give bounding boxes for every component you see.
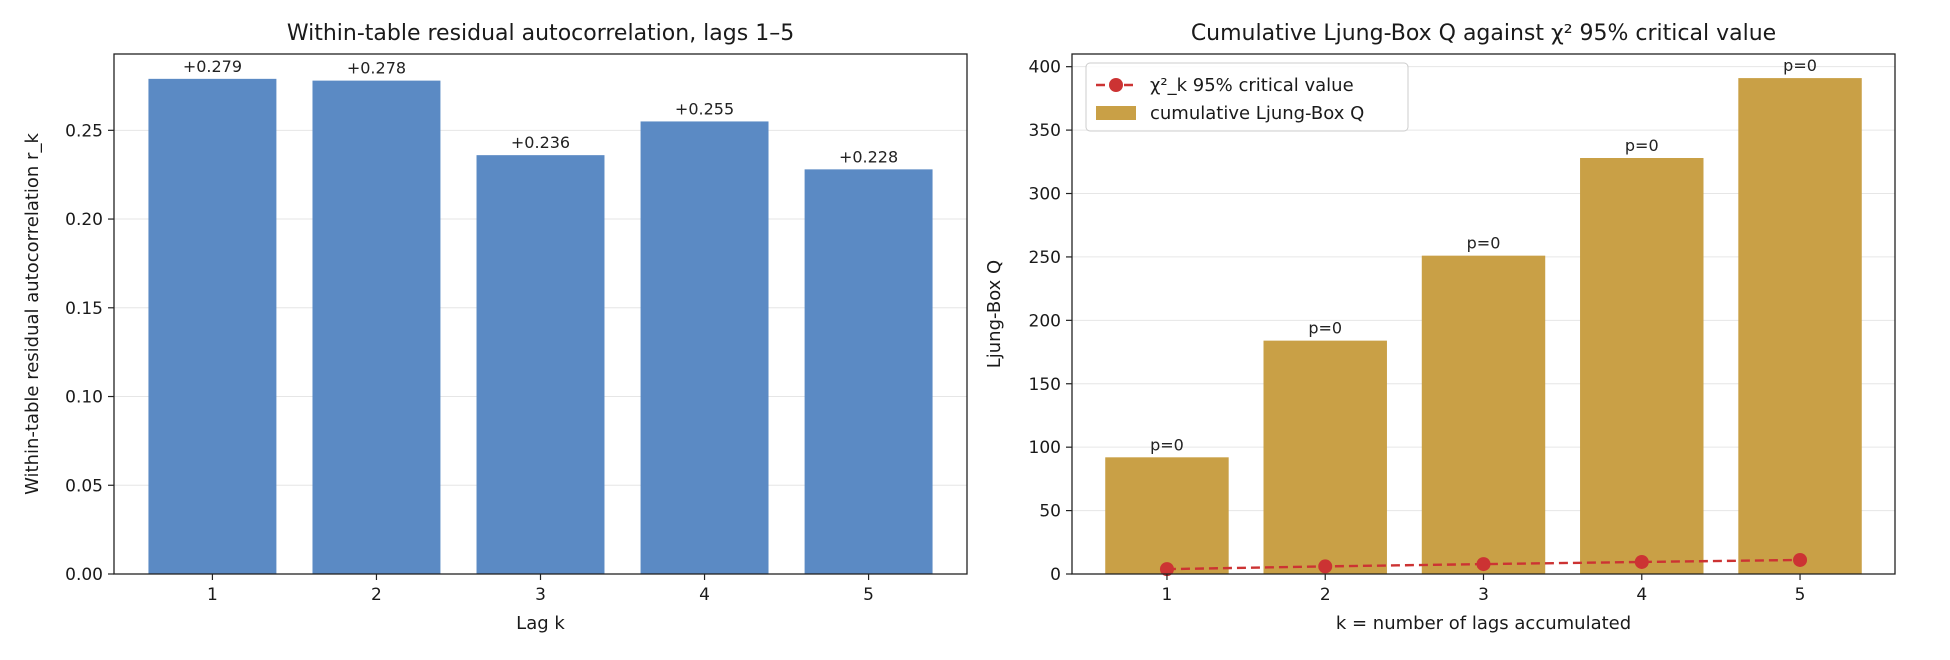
y-tick-label: 400 xyxy=(1029,58,1061,78)
chart-title: Cumulative Ljung-Box Q against χ² 95% cr… xyxy=(1191,21,1776,46)
bar-1 xyxy=(148,78,277,575)
y-tick-label: 200 xyxy=(1029,311,1061,331)
legend-label-ljung-box-q: cumulative Ljung-Box Q xyxy=(1150,103,1364,124)
bar-2 xyxy=(1263,340,1387,574)
critical-value-point-5 xyxy=(1793,552,1808,567)
x-axis-label: k = number of lags accumulated xyxy=(1336,613,1631,634)
y-tick-label: 0.25 xyxy=(65,121,103,141)
critical-value-point-2 xyxy=(1318,559,1333,574)
x-tick-label: 2 xyxy=(371,585,382,605)
y-tick-label: 0.20 xyxy=(65,210,103,230)
y-tick-label: 100 xyxy=(1029,438,1061,458)
x-tick-label: 4 xyxy=(699,585,710,605)
data-label: +0.279 xyxy=(183,57,242,76)
x-tick-label: 1 xyxy=(1162,585,1173,605)
bar-5 xyxy=(804,169,933,574)
x-tick-label: 2 xyxy=(1320,585,1331,605)
data-label: +0.228 xyxy=(839,147,898,166)
legend-box xyxy=(1085,62,1409,132)
x-tick-label: 3 xyxy=(1478,585,1489,605)
y-tick-label: 0.10 xyxy=(65,388,103,408)
x-tick-label: 4 xyxy=(1636,585,1647,605)
critical-value-point-1 xyxy=(1159,562,1174,577)
x-tick-label: 3 xyxy=(535,585,546,605)
bar-3 xyxy=(1421,255,1546,574)
data-label: p=0 xyxy=(1467,234,1501,253)
y-tick-label: 50 xyxy=(1039,502,1061,522)
chart-title: Within-table residual autocorrelation, l… xyxy=(287,21,794,46)
bar-2 xyxy=(312,80,441,575)
critical-value-point-4 xyxy=(1634,554,1649,569)
x-tick-label: 1 xyxy=(207,585,218,605)
chart-right-ljung-box: p=0 p=0 p=0 p=0 p=0 0 50 100 150 200 250 300 350 400 1… xyxy=(984,21,1896,634)
legend: χ²_k 95% critical value cumulative Ljung-… xyxy=(1085,62,1409,132)
chart-left-autocorrelation: +0.279 +0.278 +0.236 +0.255 +0.228 0.00 0.05 0.… xyxy=(22,21,968,634)
x-tick-label: 5 xyxy=(1795,585,1806,605)
y-tick-label: 0.00 xyxy=(65,565,103,585)
y-axis-label: Within-table residual autocorrelation r_… xyxy=(22,133,43,495)
y-tick-label: 250 xyxy=(1029,248,1061,268)
legend-bar-swatch xyxy=(1096,106,1136,120)
x-tick-label: 5 xyxy=(863,585,874,605)
critical-value-point-3 xyxy=(1476,557,1491,572)
data-label: +0.236 xyxy=(511,133,570,152)
legend-label-critical-value: χ²_k 95% critical value xyxy=(1150,75,1354,96)
bar-5 xyxy=(1738,78,1862,574)
data-label: p=0 xyxy=(1150,435,1184,454)
data-label: +0.278 xyxy=(347,59,406,78)
data-label: p=0 xyxy=(1625,136,1659,155)
data-label: p=0 xyxy=(1783,56,1817,75)
data-label: +0.255 xyxy=(675,99,734,118)
bar-3 xyxy=(476,155,605,575)
legend-marker-swatch xyxy=(1109,78,1123,92)
y-tick-label: 0.05 xyxy=(65,476,103,496)
y-tick-label: 0 xyxy=(1050,565,1061,585)
data-label: p=0 xyxy=(1308,319,1342,338)
bar-4 xyxy=(1580,158,1704,574)
y-tick-label: 300 xyxy=(1029,185,1061,205)
x-axis-label: Lag k xyxy=(516,613,565,634)
y-axis-label: Ljung-Box Q xyxy=(984,260,1005,368)
bar-1 xyxy=(1105,457,1229,574)
bar-4 xyxy=(640,121,769,574)
y-tick-label: 350 xyxy=(1029,121,1061,141)
y-tick-label: 0.15 xyxy=(65,299,103,319)
y-tick-label: 150 xyxy=(1029,375,1061,395)
